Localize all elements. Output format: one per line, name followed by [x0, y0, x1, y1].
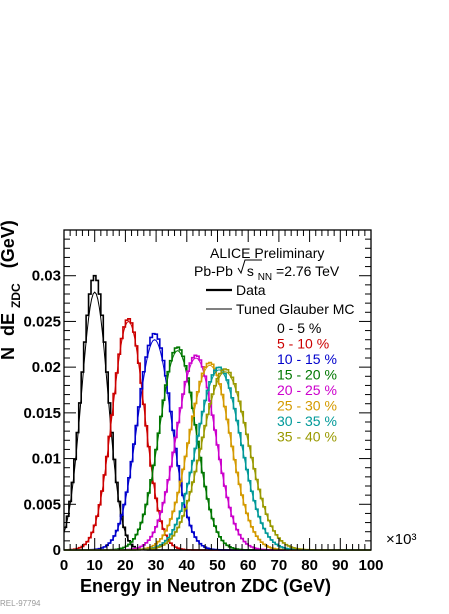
x-tick-label: 50: [209, 557, 226, 574]
y-label-de: dE: [0, 313, 18, 336]
x-tick-label: 10: [86, 557, 103, 574]
x-axis-label: Energy in Neutron ZDC (GeV): [80, 576, 331, 596]
ticks-layer: [63, 229, 372, 551]
collision-energy: =2.76 TeV: [276, 263, 340, 279]
y-label-unit: (GeV): [0, 220, 18, 268]
x-tick-label: 60: [240, 557, 257, 574]
sqrt-s-symbol: s: [247, 263, 254, 279]
centrality-label-6: 25 - 30 %: [277, 398, 337, 414]
sqrt-sign: [237, 259, 262, 275]
y-label-zdc: ZDC: [9, 283, 23, 308]
collision-system-label: Pb-Pb s NN =2.76 TeV: [194, 263, 340, 283]
y-label-n: N: [0, 347, 18, 360]
y-tick-labels: 0 0.005 0.01 0.015 0.02 0.025 0.03: [23, 268, 61, 559]
centrality-label-3: 10 - 15 %: [277, 351, 337, 367]
legend-data-label: Data: [236, 282, 266, 298]
x-tick-label: 90: [332, 557, 349, 574]
x-tick-label: 70: [271, 557, 288, 574]
y-tick-label: 0.02: [32, 359, 61, 376]
svg-text:N dE ZDC: N dE ZDC (GeV): [0, 220, 24, 360]
centrality-label-5: 20 - 25 %: [277, 382, 337, 398]
x-tick-label: 40: [178, 557, 195, 574]
collision-system-prefix: Pb-Pb: [194, 263, 233, 279]
x-tick-label: 80: [301, 557, 318, 574]
alice-preliminary-label: ALICE Preliminary: [210, 245, 324, 261]
y-tick-label: 0: [53, 542, 61, 559]
x-tick-label: 0: [60, 557, 68, 574]
centrality-labels: 0 - 5 %5 - 10 %10 - 15 %15 - 20 %20 - 25…: [277, 320, 337, 445]
centrality-label-1: 0 - 5 %: [277, 320, 321, 336]
centrality-label-8: 35 - 40 %: [277, 429, 337, 445]
y-axis-label: N dE ZDC (GeV): [0, 220, 24, 360]
centrality-label-4: 15 - 20 %: [277, 367, 337, 383]
centrality-label-7: 30 - 35 %: [277, 413, 337, 429]
y-tick-label: 0.015: [23, 405, 61, 422]
sqrt-s-nn-subscript: NN: [258, 272, 272, 283]
x-tick-label: 30: [148, 557, 165, 574]
watermark: ALI-PREL-97794: [0, 599, 41, 608]
x-multiplier: ×10³: [386, 531, 416, 548]
legend-mc-label: Tuned Glauber MC: [236, 301, 355, 317]
centrality-label-2: 5 - 10 %: [277, 336, 329, 352]
x-tick-label: 100: [358, 557, 383, 574]
x-tick-labels: 0 10 20 30 40 50 60 70 80 90 100: [60, 557, 384, 574]
x-tick-label: 20: [117, 557, 134, 574]
y-tick-label: 0.01: [32, 451, 61, 468]
y-tick-label: 0.025: [23, 313, 61, 330]
y-tick-label: 0.03: [32, 268, 61, 285]
y-tick-label: 0.005: [23, 496, 61, 513]
